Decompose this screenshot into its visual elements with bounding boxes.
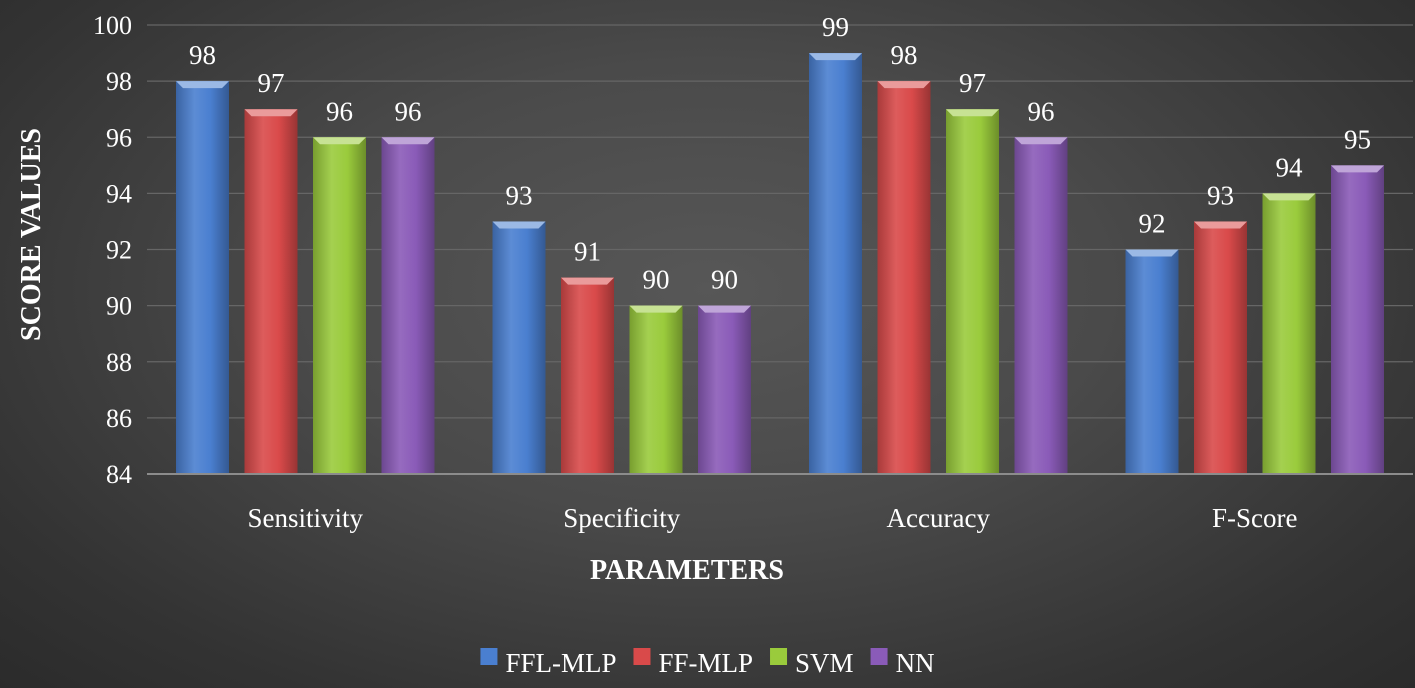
bar-svm-specificity xyxy=(629,305,683,474)
bar-bevel-top xyxy=(313,137,366,145)
bar-body xyxy=(1194,221,1247,474)
bar-nn-accuracy xyxy=(1014,137,1068,474)
x-tick-label: Sensitivity xyxy=(247,503,363,533)
bar-bevel-top xyxy=(176,81,229,89)
data-label: 97 xyxy=(258,68,285,98)
legend-label: SVM xyxy=(795,648,854,678)
x-axis-title: PARAMETERS xyxy=(590,555,784,586)
y-tick-label: 84 xyxy=(106,460,132,489)
data-label: 94 xyxy=(1276,152,1304,182)
y-tick-label: 92 xyxy=(106,236,132,265)
bar-bevel-top xyxy=(244,109,298,117)
bar-body xyxy=(381,137,435,474)
bar-bevel-top xyxy=(561,277,614,285)
bar-body xyxy=(698,305,751,474)
y-tick-label: 100 xyxy=(93,11,132,40)
bar-ffl-mlp-sensitivity xyxy=(176,81,229,474)
legend-swatch xyxy=(480,648,498,665)
bar-ff-mlp-specificity xyxy=(561,277,614,474)
bar-body xyxy=(1262,193,1316,474)
data-label: 92 xyxy=(1139,209,1166,239)
legend-swatch xyxy=(633,648,651,665)
y-axis-title: SCORE VALUES xyxy=(16,128,47,341)
legend-item-ffl-mlp: FFL-MLP xyxy=(480,648,616,678)
data-label: 96 xyxy=(1028,96,1055,126)
data-label: 93 xyxy=(506,180,533,210)
legend-swatch xyxy=(770,648,788,665)
data-label: 99 xyxy=(822,12,849,42)
x-tick-labels: Sensitivity Specificity Accuracy F-Score xyxy=(247,503,1297,533)
legend-item-svm: SVM xyxy=(770,648,854,678)
bar-svm-sensitivity xyxy=(313,137,366,474)
legend-label: NN xyxy=(896,648,935,678)
bar-bevel-top xyxy=(1014,137,1068,145)
data-label: 96 xyxy=(395,96,422,126)
legend-label: FF-MLP xyxy=(658,648,753,678)
bar-ff-mlp-f-score xyxy=(1194,221,1247,474)
legend: FFL-MLP FF-MLP SVM NN xyxy=(480,648,935,678)
bar-ff-mlp-sensitivity xyxy=(244,109,298,474)
bar-body xyxy=(244,109,298,474)
bar-body xyxy=(1331,165,1384,474)
bar-nn-specificity xyxy=(698,305,751,474)
x-tick-label: Specificity xyxy=(563,503,680,533)
legend-item-nn: NN xyxy=(870,648,935,678)
y-tick-label: 98 xyxy=(106,67,132,96)
bar-body xyxy=(629,305,683,474)
bar-ffl-mlp-specificity xyxy=(492,221,546,474)
data-label: 96 xyxy=(326,96,353,126)
bar-bevel-top xyxy=(877,81,931,89)
bar-bevel-top xyxy=(809,53,862,61)
bar-bevel-top xyxy=(629,305,683,313)
bar-svm-accuracy xyxy=(946,109,999,474)
y-tick-label: 90 xyxy=(106,292,132,321)
legend-item-ff-mlp: FF-MLP xyxy=(633,648,753,678)
y-tick-label: 88 xyxy=(106,348,132,377)
bar-ffl-mlp-accuracy xyxy=(809,53,862,474)
bar-body xyxy=(492,221,546,474)
data-label: 91 xyxy=(574,237,601,267)
bar-body xyxy=(1125,249,1179,474)
bar-body xyxy=(313,137,366,474)
data-label: 98 xyxy=(189,40,216,70)
data-label: 93 xyxy=(1207,180,1234,210)
data-label: 90 xyxy=(711,265,738,295)
bars xyxy=(176,53,1384,474)
bar-body xyxy=(561,277,614,474)
x-tick-label: F-Score xyxy=(1212,503,1297,533)
data-label: 97 xyxy=(959,68,986,98)
bar-body xyxy=(946,109,999,474)
y-tick-labels: 84 86 88 90 92 94 96 98 100 xyxy=(93,11,132,489)
bar-nn-sensitivity xyxy=(381,137,435,474)
legend-label: FFL-MLP xyxy=(505,648,616,678)
bar-body xyxy=(176,81,229,474)
bar-bevel-top xyxy=(1125,249,1179,257)
data-labels: 98 97 96 96 93 91 90 90 99 98 97 96 92 93 94 95 xyxy=(189,12,1371,295)
bar-bevel-top xyxy=(1331,165,1384,173)
bar-ff-mlp-accuracy xyxy=(877,81,931,474)
bar-bevel-top xyxy=(946,109,999,117)
y-tick-label: 86 xyxy=(106,404,132,433)
bar-bevel-top xyxy=(698,305,751,313)
bar-svm-f-score xyxy=(1262,193,1316,474)
bar-bevel-top xyxy=(1194,221,1247,229)
data-label: 98 xyxy=(891,40,918,70)
legend-swatch xyxy=(870,648,888,665)
bar-ffl-mlp-f-score xyxy=(1125,249,1179,474)
bar-body xyxy=(877,81,931,474)
bar-bevel-top xyxy=(1262,193,1316,201)
bar-bevel-top xyxy=(381,137,435,145)
bar-body xyxy=(809,53,862,474)
bar-bevel-top xyxy=(492,221,546,229)
y-tick-label: 94 xyxy=(106,179,132,208)
bar-body xyxy=(1014,137,1068,474)
data-label: 90 xyxy=(643,265,670,295)
y-tick-label: 96 xyxy=(106,123,132,152)
bar-nn-f-score xyxy=(1331,165,1384,474)
x-tick-label: Accuracy xyxy=(887,503,991,533)
data-label: 95 xyxy=(1344,124,1371,154)
